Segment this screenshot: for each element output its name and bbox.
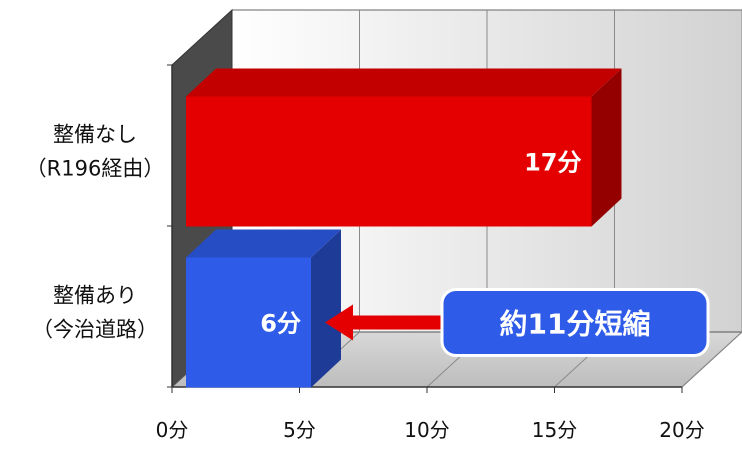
callout-label: 約11分短縮 [500, 308, 651, 341]
bar-side [311, 229, 341, 388]
category-labels: 整備なし （R196経由） 整備あり （今治道路） [26, 123, 165, 342]
bar-value-label: 17分 [524, 149, 581, 177]
bar-top [186, 229, 341, 258]
bar-group: 6分 [186, 229, 341, 388]
category-label: 整備なし [53, 123, 137, 147]
bar-value-label: 6分 [260, 310, 301, 338]
callout-box [440, 288, 710, 357]
bar [186, 257, 311, 388]
bars: 17分 6分 [186, 68, 622, 388]
x-tick-label: 20分 [659, 418, 704, 442]
bar [186, 96, 592, 227]
callout: 約11分短縮 [325, 288, 710, 357]
x-tick-label: 10分 [404, 418, 449, 442]
category-label: （今治道路） [32, 318, 158, 342]
bar-top [186, 68, 622, 97]
arrow-shaft [347, 315, 442, 330]
x-tick-label: 0分 [156, 418, 189, 442]
x-tick-label: 5分 [283, 418, 316, 442]
bar-group: 17分 [186, 68, 622, 227]
x-tick-labels: 0分 5分 10分 15分 20分 [156, 418, 705, 442]
category-label: （R196経由） [26, 157, 165, 181]
gridline-floor [681, 331, 742, 388]
x-tick-label: 15分 [532, 418, 577, 442]
bar-side [591, 68, 622, 227]
category-label: 整備あり [53, 284, 137, 308]
arrow-head [325, 304, 353, 341]
